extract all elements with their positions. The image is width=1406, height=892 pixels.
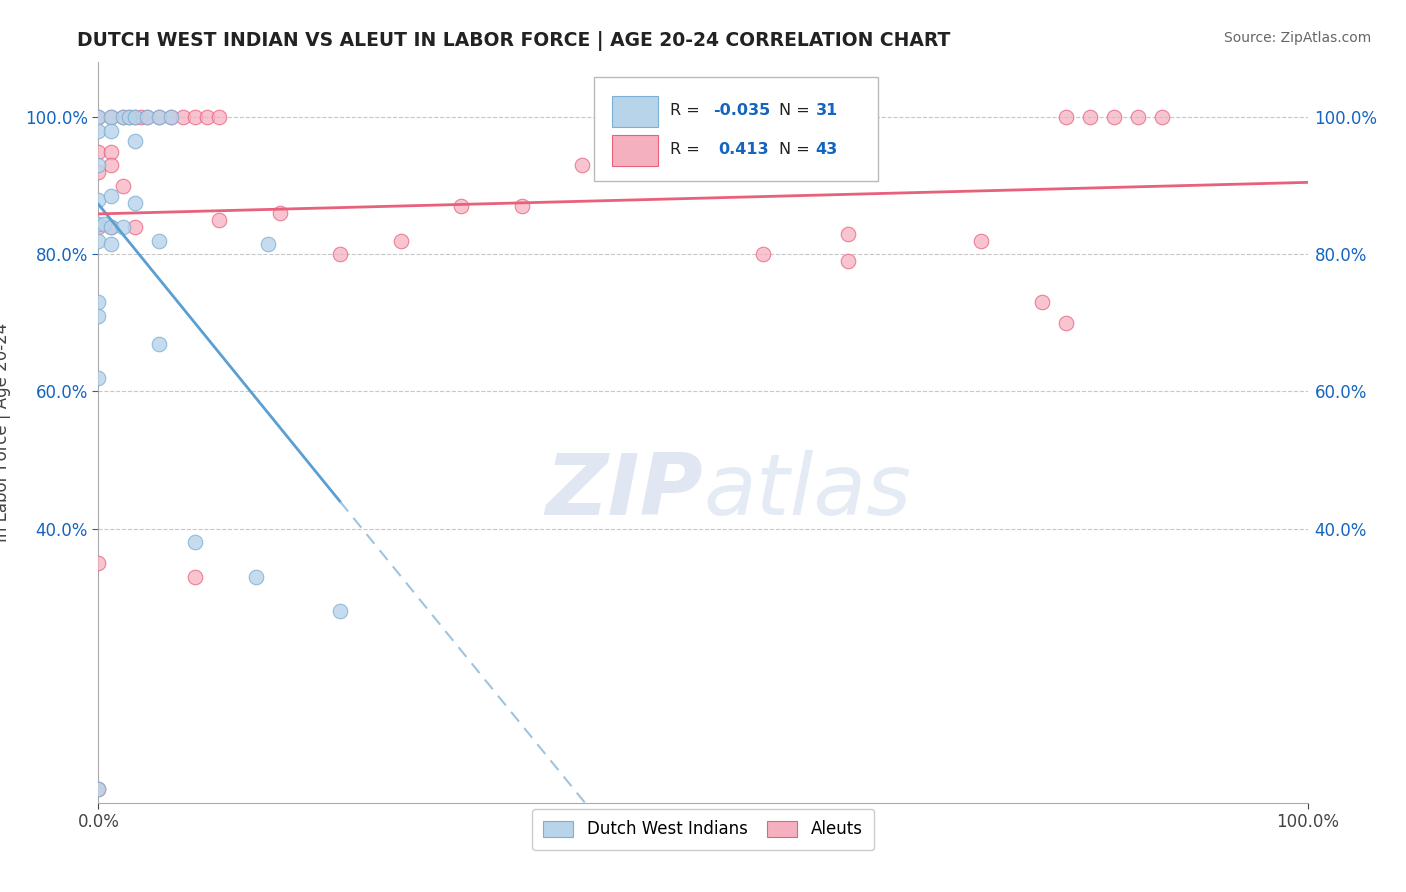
Point [100, 219, 122, 234]
Point [87, 193, 110, 207]
Text: R =: R = [671, 103, 700, 118]
Point [100, 110, 122, 124]
FancyBboxPatch shape [613, 135, 658, 166]
Point [111, 178, 134, 193]
Point [111, 110, 134, 124]
Point [172, 110, 194, 124]
Point [135, 110, 157, 124]
Point [329, 247, 352, 261]
Point [148, 110, 170, 124]
Point [571, 158, 593, 172]
Point [87, 110, 110, 124]
Point [93, 217, 115, 231]
Point [87, 782, 110, 797]
Point [245, 569, 267, 583]
Text: atlas: atlas [703, 450, 911, 533]
Legend: Dutch West Indians, Aleuts: Dutch West Indians, Aleuts [531, 809, 875, 850]
Point [129, 110, 152, 124]
Point [87, 234, 110, 248]
Point [87, 110, 110, 124]
Text: ZIP: ZIP [546, 450, 703, 533]
Point [124, 196, 146, 211]
Point [118, 110, 141, 124]
Point [329, 604, 352, 618]
Point [160, 110, 183, 124]
Text: DUTCH WEST INDIAN VS ALEUT IN LABOR FORCE | AGE 20-24 CORRELATION CHART: DUTCH WEST INDIAN VS ALEUT IN LABOR FORC… [77, 31, 950, 51]
Point [837, 254, 859, 268]
Point [87, 145, 110, 159]
Point [100, 124, 122, 138]
Point [87, 782, 110, 797]
Point [195, 110, 218, 124]
Point [100, 110, 122, 124]
Point [148, 110, 170, 124]
Point [1102, 110, 1125, 124]
Point [1031, 295, 1053, 310]
Point [100, 219, 122, 234]
Point [87, 158, 110, 172]
Point [87, 217, 110, 231]
Point [87, 165, 110, 179]
Point [87, 371, 110, 385]
Text: N =: N = [779, 143, 810, 157]
Text: Source: ZipAtlas.com: Source: ZipAtlas.com [1223, 31, 1371, 45]
Point [124, 134, 146, 148]
Y-axis label: In Labor Force | Age 20-24: In Labor Force | Age 20-24 [0, 323, 11, 542]
Point [269, 206, 291, 220]
Point [100, 158, 122, 172]
Point [124, 110, 146, 124]
Point [87, 219, 110, 234]
Point [124, 219, 146, 234]
Text: -0.035: -0.035 [713, 103, 770, 118]
Point [510, 199, 533, 213]
Text: 43: 43 [815, 143, 838, 157]
Text: 0.413: 0.413 [718, 143, 769, 157]
Point [87, 295, 110, 310]
Point [118, 110, 141, 124]
Point [837, 227, 859, 241]
Point [1054, 316, 1077, 330]
FancyBboxPatch shape [595, 78, 879, 181]
Point [1054, 110, 1077, 124]
Text: 31: 31 [815, 103, 838, 118]
Point [100, 237, 122, 252]
Point [135, 110, 157, 124]
Point [1078, 110, 1101, 124]
Point [184, 569, 207, 583]
Point [752, 247, 775, 261]
Point [389, 234, 412, 248]
FancyBboxPatch shape [613, 95, 658, 127]
Point [668, 165, 690, 179]
Point [111, 110, 134, 124]
Point [100, 145, 122, 159]
Point [1128, 110, 1150, 124]
Point [208, 110, 231, 124]
Point [87, 556, 110, 570]
Point [160, 110, 183, 124]
Point [1152, 110, 1174, 124]
Point [87, 124, 110, 138]
Text: R =: R = [671, 143, 700, 157]
Point [184, 110, 207, 124]
Point [148, 336, 170, 351]
Text: N =: N = [779, 103, 810, 118]
Point [184, 535, 207, 549]
Point [87, 309, 110, 323]
Point [208, 213, 231, 227]
Point [100, 189, 122, 203]
Point [111, 219, 134, 234]
Point [970, 234, 993, 248]
Point [148, 234, 170, 248]
Point [124, 110, 146, 124]
Point [256, 237, 278, 252]
Point [450, 199, 472, 213]
